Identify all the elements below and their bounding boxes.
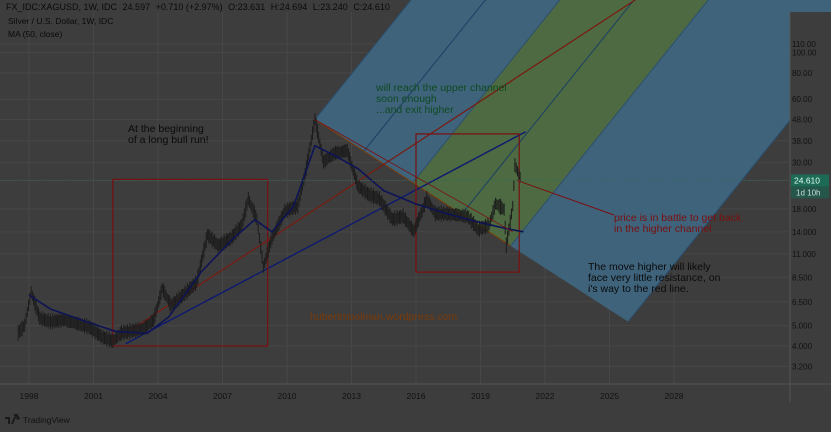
channel-lower-zone (510, 0, 831, 322)
note-url: hubertmoolman.wordpress.com (310, 311, 458, 323)
ma-line (28, 144, 524, 335)
y-tick-label: 5.000 (792, 322, 813, 331)
indicator-label[interactable]: MA (50, close) (8, 29, 63, 39)
note-bull-run: At the beginning of a long bull run! (128, 123, 209, 146)
x-tick-label: 2010 (278, 391, 297, 401)
annotation-box (112, 178, 269, 347)
x-tick-label: 1998 (20, 391, 39, 401)
ohlc-close: C:24.610 (353, 2, 390, 12)
down-slope-line (314, 119, 513, 233)
time-axis[interactable]: 1998 2001 2004 2007 2010 2013 2016 2019 2022 2025… (0, 383, 831, 401)
series-title: Silver / U.S. Dollar, 1W, IDC (8, 16, 114, 26)
price-series (17, 113, 521, 349)
moving-average (28, 144, 524, 335)
channel-middle-zone (412, 0, 709, 246)
price-change: +0.710 (+2.97%) (155, 2, 223, 12)
x-tick-label: 2022 (536, 391, 555, 401)
blue-trend-line (125, 131, 526, 345)
pitchfork-channels (112, 0, 831, 345)
x-tick-label: 2019 (471, 391, 490, 401)
y-tick-label: 30.00 (792, 158, 813, 167)
channel-boundary-line (412, 0, 561, 184)
x-tick-label: 2028 (665, 391, 684, 401)
channel-upper-zone (314, 0, 560, 183)
note-battle: price is in battle to get back in the hi… (614, 212, 742, 235)
y-tick-label: 3.200 (792, 362, 813, 371)
annotation-box (415, 133, 520, 273)
tradingview-logo-icon (5, 414, 20, 424)
price-axis-bg (790, 12, 831, 402)
y-tick-label: 48.00 (792, 116, 813, 125)
channel-boundary-line (627, 68, 831, 322)
symbol-name[interactable]: FX_IDC:XAGUSD, 1W, IDC (6, 2, 118, 12)
note-resistance: The move higher will likely face very li… (588, 261, 721, 295)
tradingview-label: TradingView (23, 414, 70, 425)
y-tick-label: 4.000 (792, 342, 813, 351)
x-tick-label: 2007 (213, 391, 232, 401)
y-tick-label: 11.000 (792, 250, 816, 259)
x-tick-label: 2013 (342, 391, 361, 401)
channel-boundary-line (510, 0, 709, 247)
channel-quarter-line (363, 0, 486, 152)
tradingview-branding[interactable]: TradingView (4, 414, 70, 425)
ohlc-low: L:23.240 (312, 2, 348, 12)
x-tick-label: 2025 (600, 391, 619, 401)
x-tick-label: 2001 (84, 391, 103, 401)
y-tick-label: 38.00 (792, 137, 813, 146)
note-upper-channel: will reach the upper channel soon enough… (376, 82, 507, 116)
y-tick-label: 60.00 (792, 95, 813, 104)
time-label-bg (791, 186, 829, 199)
last-price: 24.597 (122, 2, 151, 12)
red-median-line (112, 0, 637, 343)
y-tick-label: 80.00 (792, 69, 813, 78)
countdown-label: 1d 10h (796, 188, 820, 197)
y-tick-label: 110.00 (792, 40, 816, 49)
y-tick-label: 6.500 (792, 298, 813, 307)
y-tick-label: 8.500 (792, 273, 813, 282)
channel-quarter-line (461, 0, 635, 215)
annotation-arrows (0, 119, 789, 233)
ohlc-high: H:24.694 (270, 2, 308, 12)
ohlc-open: O:23.631 (228, 2, 266, 12)
price-label-bg (791, 174, 829, 187)
annotation-boxes (112, 133, 520, 347)
y-tick-label: 14.000 (792, 228, 817, 237)
current-price-label: 24.610 (794, 175, 820, 185)
x-tick-label: 2004 (149, 391, 168, 401)
y-tick-label: 18.000 (792, 205, 817, 214)
symbol-header: FX_IDC:XAGUSD, 1W, IDC 24.597 +0.710 (+2… (6, 2, 393, 12)
battle-arrow (516, 179, 615, 216)
channel-boundary-line (314, 0, 412, 120)
x-tick-label: 2016 (407, 391, 426, 401)
y-tick-label: 100.00 (792, 49, 817, 58)
